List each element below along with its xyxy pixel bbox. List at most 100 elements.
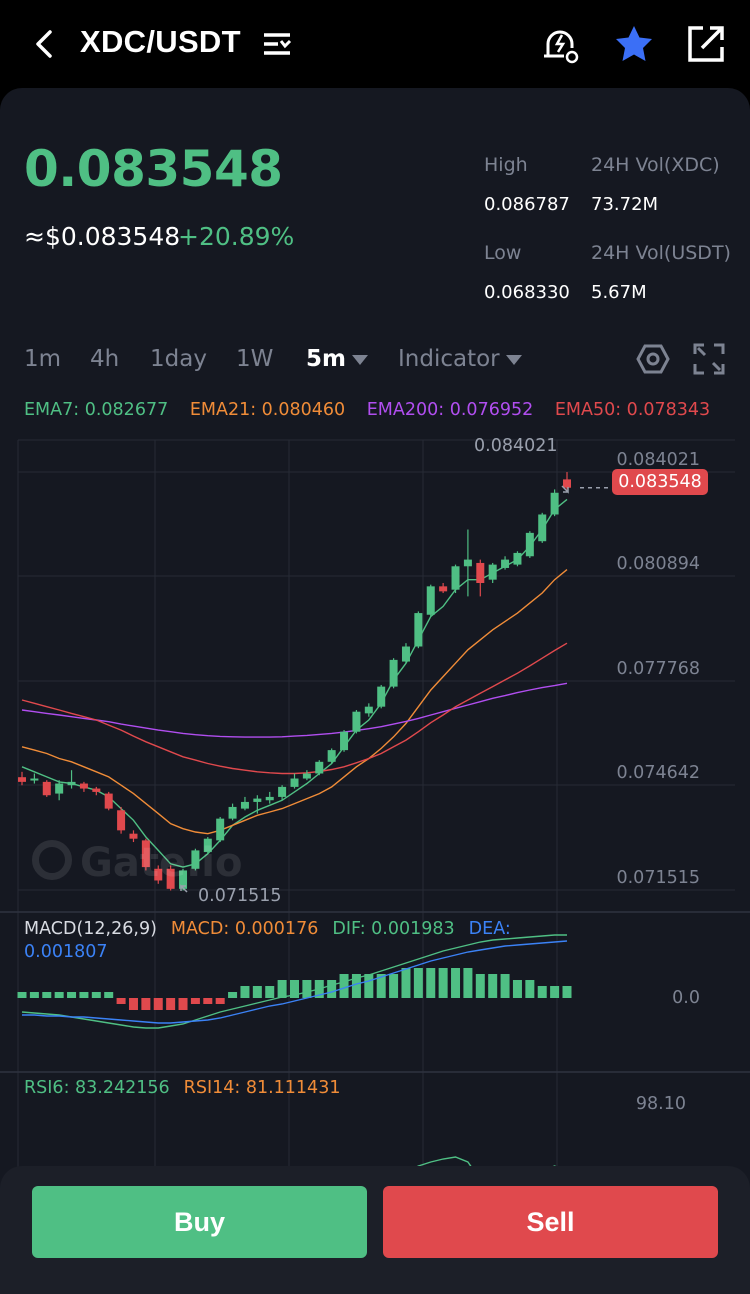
candle-body bbox=[129, 833, 138, 839]
last-price: 0.083548 bbox=[24, 140, 283, 198]
candle-body bbox=[55, 783, 64, 794]
candle-body bbox=[228, 806, 237, 819]
candle-body bbox=[290, 778, 299, 787]
share-icon[interactable] bbox=[686, 24, 726, 64]
candle-body bbox=[364, 706, 373, 714]
macd-bar bbox=[537, 986, 547, 998]
sell-button[interactable]: Sell bbox=[383, 1186, 718, 1258]
candle-body bbox=[154, 868, 163, 881]
indicator-dropdown[interactable]: Indicator bbox=[398, 346, 522, 372]
ema50-value: EMA50: 0.078343 bbox=[554, 400, 711, 420]
macd-bar bbox=[203, 998, 213, 1004]
macd-bar bbox=[376, 974, 386, 998]
top-bar: XDC/USDT bbox=[0, 0, 750, 88]
high-label: High bbox=[484, 154, 528, 176]
macd-bar bbox=[413, 968, 423, 998]
timeframe-1day[interactable]: 1day bbox=[150, 346, 207, 372]
macd-bar bbox=[401, 968, 411, 998]
macd-bar bbox=[228, 992, 238, 998]
chart-settings-icon[interactable] bbox=[636, 342, 670, 376]
indicator-label: Indicator bbox=[398, 346, 500, 372]
pair-title[interactable]: XDC/USDT bbox=[80, 24, 241, 59]
candle-body bbox=[141, 840, 150, 868]
fiat-price: ≈$0.083548 bbox=[24, 222, 181, 251]
candle-body bbox=[302, 773, 311, 779]
candle-body bbox=[377, 686, 386, 707]
low-marker-arrow-icon bbox=[180, 884, 188, 893]
macd-bar bbox=[166, 998, 176, 1010]
macd-bar bbox=[364, 974, 374, 998]
macd-bar bbox=[550, 986, 560, 998]
candle-body bbox=[352, 711, 361, 732]
dea-line bbox=[22, 940, 568, 1024]
macd-bar bbox=[500, 974, 510, 998]
candle-body bbox=[179, 870, 188, 889]
ema7-value: EMA7: 0.082677 bbox=[24, 400, 169, 420]
macd-bar bbox=[389, 974, 399, 998]
timeframe-1w[interactable]: 1W bbox=[236, 346, 274, 372]
candle-body bbox=[79, 783, 88, 789]
macd-bar bbox=[265, 986, 275, 998]
timeframe-5m-label: 5m bbox=[306, 346, 346, 372]
price-axis-label: 0.071515 bbox=[616, 868, 700, 888]
macd-axis-label: 0.0 bbox=[672, 988, 700, 1008]
candle-body bbox=[538, 514, 547, 542]
ema-line-ema200 bbox=[21, 682, 568, 738]
macd-title: MACD(12,26,9) bbox=[24, 919, 157, 939]
candle-body bbox=[315, 761, 324, 774]
macd-legend: MACD(12,26,9) MACD: 0.000176 DIF: 0.001983… bbox=[24, 918, 544, 964]
macd-bar bbox=[426, 968, 436, 998]
macd-bar bbox=[141, 998, 151, 1010]
back-chevron-icon[interactable] bbox=[28, 26, 60, 62]
candle-body bbox=[18, 777, 26, 782]
chevron-down-icon bbox=[351, 354, 368, 365]
favorite-star-icon[interactable] bbox=[614, 24, 654, 64]
candle-body bbox=[488, 564, 497, 580]
ema-line-ema7 bbox=[21, 498, 568, 868]
candle-body bbox=[563, 479, 571, 488]
candle-body bbox=[166, 868, 175, 889]
dif-line bbox=[21, 934, 567, 1029]
buy-button[interactable]: Buy bbox=[32, 1186, 367, 1258]
macd-bar bbox=[17, 992, 27, 998]
fullscreen-icon[interactable] bbox=[692, 342, 726, 376]
low-label: Low bbox=[484, 242, 522, 264]
watermark-logo-icon bbox=[32, 840, 72, 880]
macd-bar bbox=[488, 974, 498, 998]
dif-value: DIF: 0.001983 bbox=[332, 919, 455, 939]
timeframe-4h[interactable]: 4h bbox=[90, 346, 120, 372]
watermark-text: Gate.io bbox=[80, 840, 243, 886]
macd-bar bbox=[562, 986, 572, 998]
candle-body bbox=[30, 778, 39, 781]
candle-body bbox=[216, 818, 225, 841]
price-alert-icon[interactable] bbox=[540, 24, 580, 64]
macd-value: MACD: 0.000176 bbox=[170, 919, 319, 939]
macd-bar bbox=[54, 992, 64, 998]
price-axis-label: 0.074642 bbox=[616, 763, 700, 783]
macd-bar bbox=[42, 992, 52, 998]
candle-body bbox=[240, 801, 249, 809]
rsi14-value: RSI14: 81.111431 bbox=[183, 1078, 341, 1098]
timeframe-5m[interactable]: 5m bbox=[306, 346, 368, 372]
macd-bar bbox=[438, 968, 448, 998]
macd-bar bbox=[512, 980, 522, 998]
candle-body bbox=[253, 798, 262, 802]
timeframe-1m[interactable]: 1m bbox=[24, 346, 62, 372]
candle-body bbox=[340, 731, 349, 751]
macd-bar bbox=[104, 992, 114, 998]
macd-bar bbox=[178, 998, 188, 1010]
candle-body bbox=[203, 838, 212, 853]
candle-body bbox=[92, 788, 101, 792]
high-marker-label: 0.084021 bbox=[474, 436, 558, 456]
high-value: 0.086787 bbox=[484, 194, 570, 215]
vol-quote-label: 24H Vol(USDT) bbox=[591, 242, 731, 264]
candle-body bbox=[327, 750, 336, 762]
macd-bar bbox=[290, 980, 299, 998]
macd-bar bbox=[277, 980, 287, 998]
price-chart[interactable] bbox=[0, 430, 750, 1294]
price-axis-label: 0.077768 bbox=[616, 659, 700, 679]
pair-list-icon[interactable] bbox=[262, 28, 294, 60]
candle-body bbox=[525, 532, 534, 557]
macd-bar bbox=[463, 968, 473, 998]
ema-legend: EMA7: 0.082677 EMA21: 0.080460 EMA200: 0… bbox=[24, 400, 726, 420]
